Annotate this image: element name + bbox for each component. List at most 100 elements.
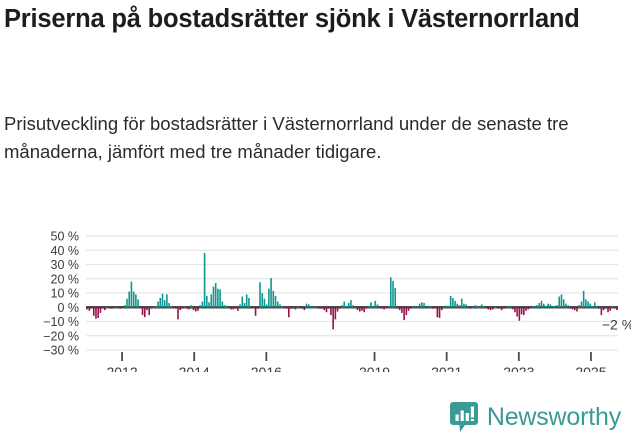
chart-bar <box>545 305 547 308</box>
chart-bar <box>536 305 538 308</box>
chart-bar <box>372 305 374 308</box>
chart-bar <box>443 306 445 308</box>
chart-bar <box>181 307 184 309</box>
chart-bar <box>558 296 561 308</box>
chart-bar <box>123 305 126 308</box>
chart-bar <box>254 307 257 316</box>
chart-bar <box>378 307 381 309</box>
chart-bar <box>565 303 567 308</box>
y-axis-tick-label: 50 % <box>51 230 80 244</box>
chart-bar <box>425 307 428 309</box>
chart-bar <box>547 303 549 308</box>
chart-bar <box>500 307 503 311</box>
x-axis-tick-label: 2012 <box>106 364 137 372</box>
chart-bar <box>288 307 290 318</box>
chart-bar <box>520 307 523 315</box>
y-axis-tick-label: −10 % <box>43 315 79 329</box>
chart-bar <box>146 307 148 311</box>
brand-name: Newsworthy <box>486 402 621 431</box>
chart-bar <box>161 293 164 308</box>
chart-bar <box>248 297 250 308</box>
chart-bar <box>405 307 408 316</box>
y-axis-tick-label: −30 % <box>43 344 79 358</box>
chart-bar <box>587 301 589 308</box>
chart-bar <box>265 304 268 308</box>
chart-bar <box>230 307 232 310</box>
chart-bar <box>596 305 598 308</box>
chart-bar <box>472 306 474 308</box>
chart-bar <box>132 291 135 308</box>
chart-bar <box>463 303 465 308</box>
chart-bar <box>279 304 281 308</box>
chart-bar <box>119 307 122 309</box>
chart-bar <box>310 306 312 308</box>
price-development-bar-chart: −30 % −20 % −10 % 0 % 10 % 20 % 30 % 40 % 50 % 20… <box>0 222 631 373</box>
chart-bar <box>130 281 133 308</box>
chart-bar <box>398 307 401 311</box>
chart-bar <box>527 307 530 310</box>
chart-bar <box>374 300 377 308</box>
chart-bar <box>108 307 111 309</box>
x-axis-tick-label: 2016 <box>251 364 282 372</box>
chart-bar <box>268 288 270 308</box>
chart-bar <box>332 307 334 330</box>
chart-bar <box>261 293 264 308</box>
chart-bar <box>327 307 330 309</box>
chart-bar <box>241 296 244 308</box>
newsworthy-logo[interactable]: Newsworthy <box>449 402 621 432</box>
chart-bar <box>525 307 527 311</box>
chart-bar <box>580 301 583 308</box>
chart-bar <box>534 305 536 308</box>
chart-bar <box>283 307 286 309</box>
chart-bar <box>414 305 416 308</box>
chart-bar <box>228 307 230 309</box>
chart-bar <box>303 307 306 311</box>
chart-bar <box>367 306 370 308</box>
chart-bar <box>571 307 574 310</box>
chart-bar <box>214 283 217 308</box>
chart-bar <box>489 307 492 311</box>
chart-bar <box>540 300 543 308</box>
chart-bar <box>139 307 142 309</box>
chart-bar <box>407 307 410 311</box>
chart-bar <box>321 307 323 309</box>
chart-bar <box>345 306 348 308</box>
chart-bar <box>365 307 368 309</box>
y-axis-tick-label: 10 % <box>51 287 80 301</box>
chart-bar <box>576 307 578 312</box>
chart-bar <box>274 295 277 308</box>
chart-bar <box>252 307 255 309</box>
chart-bar <box>199 305 201 308</box>
chart-bar <box>409 307 412 309</box>
chart-bar <box>591 306 594 308</box>
chart-bar <box>201 301 204 308</box>
chart-bar <box>163 300 166 308</box>
chart-bar <box>101 307 104 309</box>
chart-bar <box>354 307 357 309</box>
x-axis-tick-label: 2014 <box>179 364 210 372</box>
chart-bar <box>128 291 131 308</box>
chart-bar <box>361 307 363 311</box>
y-axis-tick-label: 40 % <box>51 244 80 258</box>
chart-bar <box>296 305 299 308</box>
chart-bar <box>578 305 581 308</box>
chart-bar <box>554 306 556 308</box>
chart-bar <box>97 307 99 318</box>
chart-bar <box>449 295 452 308</box>
chart-bar <box>427 305 430 308</box>
chart-bar <box>607 307 609 313</box>
chart-bar <box>232 307 235 310</box>
chart-bar <box>104 307 106 311</box>
chart-bar <box>593 302 596 308</box>
chart-bar <box>155 305 157 308</box>
chart-bar <box>498 307 501 309</box>
chart-bar <box>440 307 443 311</box>
chart-bar <box>339 307 341 309</box>
chart-bar <box>452 297 454 308</box>
chart-bar <box>206 295 208 308</box>
chart-bar <box>285 307 288 309</box>
chart-bar <box>159 297 162 308</box>
chart-bar <box>281 306 283 308</box>
chart-bar <box>560 294 563 308</box>
chart-bar <box>330 307 332 316</box>
